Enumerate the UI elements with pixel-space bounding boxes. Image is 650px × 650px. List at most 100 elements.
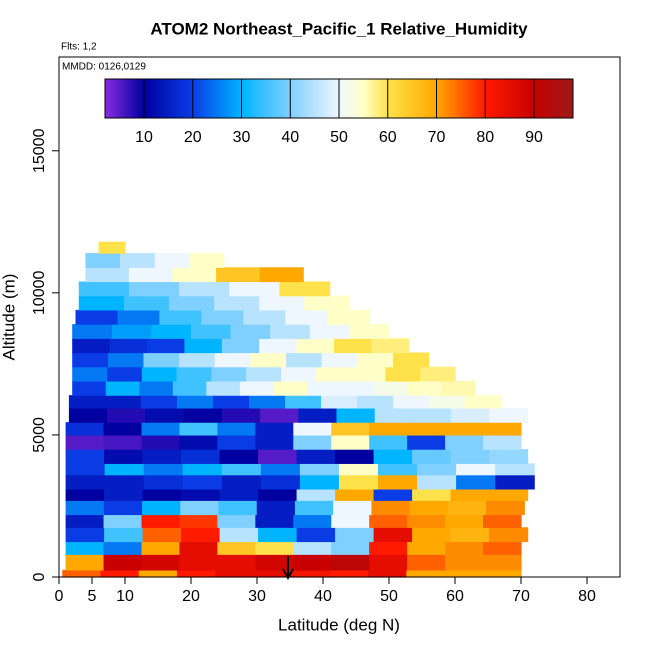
cell bbox=[412, 488, 452, 501]
cell bbox=[293, 514, 332, 528]
cell bbox=[72, 366, 108, 382]
cell bbox=[255, 422, 294, 436]
cell bbox=[335, 449, 375, 464]
x-tick-label: 40 bbox=[314, 588, 332, 605]
cell bbox=[258, 488, 298, 501]
cell bbox=[407, 380, 442, 396]
cell bbox=[489, 527, 529, 543]
cell bbox=[85, 267, 130, 283]
cell bbox=[179, 554, 218, 571]
cell bbox=[65, 422, 105, 436]
cell bbox=[412, 449, 452, 464]
colorbar-tick-label: 80 bbox=[476, 129, 494, 146]
cell bbox=[68, 407, 108, 423]
cell bbox=[107, 407, 146, 423]
colorbar-tick-label: 70 bbox=[428, 129, 446, 146]
cell bbox=[154, 253, 190, 268]
cell bbox=[273, 380, 308, 396]
cell bbox=[334, 338, 372, 354]
cell bbox=[407, 434, 446, 450]
cell bbox=[331, 541, 370, 555]
cell bbox=[465, 395, 502, 409]
cell bbox=[495, 474, 535, 490]
cell bbox=[286, 352, 323, 368]
cell bbox=[371, 500, 411, 516]
cell bbox=[65, 554, 105, 571]
cell bbox=[128, 281, 180, 297]
cell bbox=[373, 449, 413, 464]
cell bbox=[143, 352, 180, 368]
cell bbox=[259, 267, 304, 283]
cell bbox=[104, 449, 144, 464]
cell bbox=[72, 324, 113, 339]
cell bbox=[179, 281, 230, 297]
cell bbox=[117, 309, 161, 325]
cell bbox=[107, 366, 143, 382]
cell bbox=[62, 569, 102, 578]
cell bbox=[105, 380, 140, 396]
cell bbox=[120, 253, 156, 268]
cell bbox=[65, 449, 105, 464]
cell bbox=[78, 281, 130, 297]
cell bbox=[373, 527, 413, 543]
cell bbox=[392, 352, 430, 368]
y-tick-label: 5000 bbox=[31, 417, 48, 453]
cell bbox=[450, 449, 490, 464]
cell bbox=[142, 488, 182, 501]
cell bbox=[444, 569, 484, 578]
cell bbox=[65, 434, 105, 450]
cell bbox=[191, 324, 232, 339]
cell bbox=[441, 380, 476, 396]
cell bbox=[255, 554, 294, 571]
cell bbox=[181, 488, 221, 501]
cell bbox=[371, 338, 410, 354]
cell bbox=[335, 488, 375, 501]
cell bbox=[109, 338, 148, 354]
cell bbox=[260, 407, 299, 423]
cell bbox=[159, 309, 202, 325]
cell bbox=[407, 422, 446, 436]
cell bbox=[221, 474, 262, 490]
cell bbox=[253, 569, 293, 578]
x-axis-label: Latitude (deg N) bbox=[278, 615, 400, 634]
colorbar-tick-label: 40 bbox=[281, 129, 299, 146]
cell bbox=[72, 352, 109, 368]
cell bbox=[340, 380, 375, 396]
colorbar-tick-label: 50 bbox=[330, 129, 348, 146]
cell bbox=[103, 541, 143, 555]
cell bbox=[445, 514, 484, 528]
cell bbox=[243, 309, 286, 325]
cell bbox=[368, 569, 407, 578]
cell bbox=[217, 554, 256, 571]
cell bbox=[184, 338, 223, 354]
x-tick-label: 80 bbox=[578, 588, 596, 605]
cell bbox=[221, 463, 262, 476]
cell bbox=[483, 541, 522, 555]
cell bbox=[100, 569, 140, 578]
chart-title: ATOM2 Northeast_Pacific_1 Relative_Humid… bbox=[150, 19, 528, 38]
cell bbox=[65, 474, 106, 490]
cell bbox=[299, 463, 340, 476]
cell bbox=[307, 380, 342, 396]
cell bbox=[189, 253, 225, 268]
cell bbox=[409, 500, 449, 516]
cell bbox=[258, 527, 298, 543]
cell bbox=[483, 514, 522, 528]
cell bbox=[179, 352, 216, 368]
cell bbox=[412, 527, 452, 543]
colorbar-tick-label: 20 bbox=[184, 129, 202, 146]
cell bbox=[65, 488, 105, 501]
plot-frame bbox=[58, 56, 621, 578]
cell bbox=[291, 569, 331, 578]
cell bbox=[103, 500, 143, 516]
cell bbox=[104, 395, 142, 409]
cell bbox=[142, 527, 182, 543]
cell bbox=[215, 569, 255, 578]
cell bbox=[486, 500, 525, 516]
cell bbox=[183, 407, 223, 423]
cell bbox=[357, 395, 394, 409]
cell bbox=[128, 267, 174, 283]
cell bbox=[445, 434, 484, 450]
cell bbox=[447, 500, 487, 516]
